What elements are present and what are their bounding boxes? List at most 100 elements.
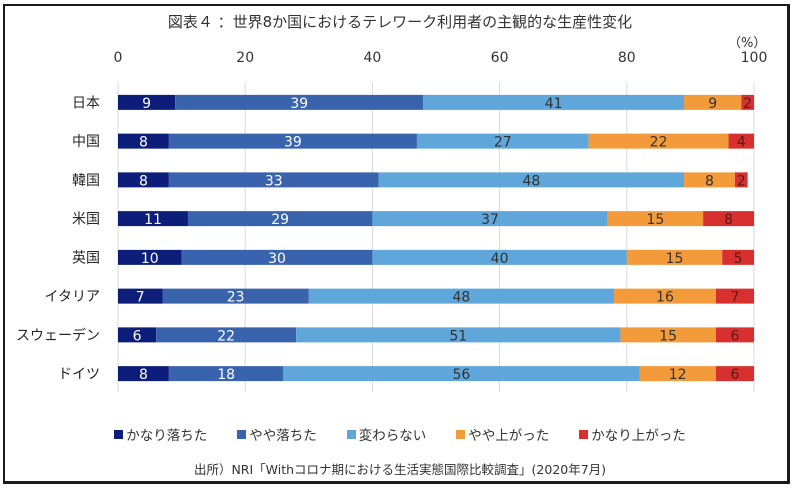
legend-item: かなり上がった bbox=[579, 424, 686, 444]
legend: かなり落ちた やや落ちた 変わらない やや上がった かなり上がった bbox=[0, 424, 800, 444]
x-tick-label: 60 bbox=[491, 50, 509, 66]
category-label: 英国 bbox=[72, 249, 100, 266]
data-label: 39 bbox=[290, 96, 308, 112]
bar-segment bbox=[715, 288, 754, 304]
bar-segment bbox=[118, 288, 163, 304]
bar-segment bbox=[372, 211, 608, 227]
category-label: 日本 bbox=[72, 95, 100, 111]
legend-swatch bbox=[114, 429, 124, 439]
bar-segment bbox=[715, 366, 754, 382]
bar-segment bbox=[181, 249, 373, 265]
bar-segment bbox=[168, 366, 284, 382]
legend-item: やや落ちた bbox=[237, 424, 317, 444]
data-label: 9 bbox=[708, 96, 717, 112]
x-tick-label: 0 bbox=[114, 50, 123, 66]
data-label: 8 bbox=[705, 173, 714, 189]
data-label: 22 bbox=[650, 135, 668, 151]
legend-label: やや上がった bbox=[468, 428, 550, 444]
bar-segment bbox=[416, 133, 589, 149]
x-tick-label: 100 bbox=[741, 50, 768, 66]
data-label: 6 bbox=[730, 367, 739, 383]
data-label: 48 bbox=[453, 290, 471, 306]
category-label: ドイツ bbox=[58, 367, 100, 383]
category-label: スウェーデン bbox=[16, 327, 100, 344]
bar-segment bbox=[715, 327, 754, 343]
bar-segment bbox=[162, 288, 309, 304]
bar-segment bbox=[614, 288, 716, 304]
bar-segment bbox=[639, 366, 716, 382]
data-label: 15 bbox=[647, 212, 665, 228]
data-label: 16 bbox=[656, 290, 674, 306]
bar-segment bbox=[118, 94, 176, 110]
data-label: 29 bbox=[271, 212, 289, 228]
data-label: 51 bbox=[449, 328, 467, 344]
bar-segment bbox=[175, 94, 424, 110]
legend-swatch bbox=[579, 429, 589, 439]
data-label: 11 bbox=[144, 212, 162, 228]
bar-segment bbox=[156, 327, 297, 343]
data-label: 30 bbox=[268, 251, 286, 267]
data-label: 2 bbox=[737, 173, 746, 189]
bar-segment bbox=[607, 211, 704, 227]
bar-segment bbox=[118, 172, 169, 188]
bar-segment bbox=[118, 249, 182, 265]
data-label: 40 bbox=[491, 251, 509, 267]
data-label: 15 bbox=[659, 328, 677, 344]
bar-segment bbox=[296, 327, 621, 343]
data-label: 7 bbox=[730, 290, 739, 306]
x-tick-label: 40 bbox=[363, 50, 381, 66]
data-label: 23 bbox=[227, 290, 245, 306]
chart-frame bbox=[3, 4, 790, 484]
bar-segment bbox=[588, 133, 729, 149]
data-label: 27 bbox=[494, 135, 512, 151]
data-label: 7 bbox=[136, 290, 145, 306]
legend-item: 変わらない bbox=[346, 424, 427, 444]
unit-label: （%） bbox=[728, 36, 767, 51]
bar-segment bbox=[372, 249, 627, 265]
data-label: 6 bbox=[730, 328, 739, 344]
bar-segment bbox=[187, 211, 373, 227]
x-tick-label: 20 bbox=[236, 50, 254, 66]
data-label: 2 bbox=[743, 96, 752, 112]
data-label: 41 bbox=[545, 96, 563, 112]
data-label: 37 bbox=[481, 212, 499, 228]
chart-title: 図表４ ：世界8か国におけるテレワーク利用者の主観的な生産性変化 bbox=[167, 13, 633, 31]
bar-segment bbox=[423, 94, 685, 110]
legend-label: 変わらない bbox=[358, 428, 427, 444]
bar-segment bbox=[741, 94, 754, 110]
legend-swatch bbox=[456, 429, 466, 439]
data-label: 9 bbox=[142, 96, 151, 112]
data-label: 15 bbox=[666, 251, 684, 267]
data-label: 8 bbox=[139, 135, 148, 151]
bar-segment bbox=[118, 366, 169, 382]
bar-segment bbox=[684, 172, 735, 188]
data-label: 18 bbox=[217, 367, 235, 383]
bar-segment bbox=[118, 133, 169, 149]
data-label: 10 bbox=[141, 251, 159, 267]
legend-item: やや上がった bbox=[456, 424, 549, 444]
data-label: 4 bbox=[737, 135, 746, 151]
legend-swatch bbox=[237, 429, 247, 439]
data-label: 8 bbox=[139, 367, 148, 383]
legend-swatch bbox=[346, 429, 356, 439]
x-tick-label: 80 bbox=[618, 50, 636, 66]
data-label: 8 bbox=[139, 173, 148, 189]
data-label: 5 bbox=[734, 251, 743, 267]
bar-segment bbox=[118, 211, 188, 227]
bar-segment bbox=[620, 327, 716, 343]
bar-segment bbox=[118, 327, 157, 343]
bar-segment bbox=[283, 366, 640, 382]
bar-segment bbox=[378, 172, 685, 188]
category-label: イタリア bbox=[45, 289, 100, 305]
data-label: 33 bbox=[265, 173, 283, 189]
bar-segment bbox=[626, 249, 723, 265]
bar-segment bbox=[728, 133, 754, 149]
bar-segment bbox=[703, 211, 754, 227]
legend-label: やや落ちた bbox=[249, 428, 317, 444]
bar-segment bbox=[168, 172, 379, 188]
bar-segment bbox=[684, 94, 742, 110]
legend-item: かなり落ちた bbox=[114, 424, 207, 444]
legend-label: かなり上がった bbox=[591, 428, 686, 444]
legend-label: かなり落ちた bbox=[126, 428, 208, 444]
data-label: 22 bbox=[217, 328, 235, 344]
